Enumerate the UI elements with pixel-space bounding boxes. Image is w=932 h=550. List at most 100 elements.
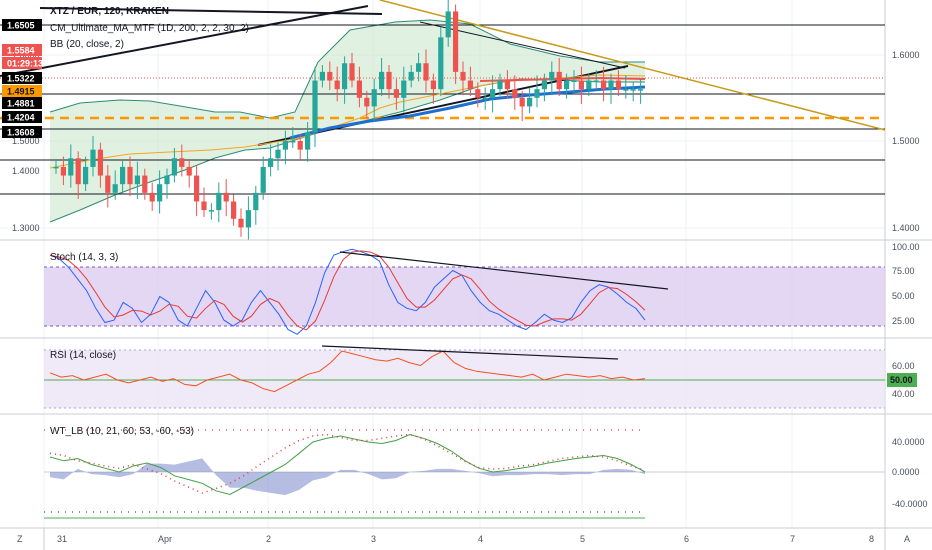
price-axis-left-label: 1.5000: [12, 136, 40, 146]
price-level-tag: 1.5584: [7, 46, 35, 56]
price-axis-left-label: 1.4000: [12, 166, 40, 176]
time-label: 31: [57, 534, 67, 544]
price-level-tag-bg: [2, 111, 42, 123]
rsi-line: [49, 350, 646, 393]
candle-body: [512, 89, 518, 98]
price-level-tag: 1.4204: [7, 113, 35, 123]
stoch-axis-label: 100.00: [892, 242, 920, 252]
time-label: 7: [790, 534, 795, 544]
rsi-current-tag: 50.00: [890, 375, 913, 385]
candle-body: [497, 80, 503, 90]
price-level-tag: 1.4915: [7, 87, 35, 97]
candle-body: [312, 80, 318, 133]
candle-body: [142, 175, 148, 193]
wt2-line: [49, 433, 646, 494]
candle-body: [379, 71, 385, 90]
wt-axis-label: 0.0000: [892, 467, 920, 477]
wt-title: WT_LB (10, 21, 60, 53, -60, -53): [50, 426, 194, 437]
candle-body: [60, 166, 66, 176]
candle-body: [216, 192, 222, 211]
price-level-tag: 1.4881: [7, 99, 35, 109]
candle-body: [416, 63, 422, 72]
price-level-tags: 1.6505 1.5584 01:29:13 1.5322 1.4915 1.4881 1.…: [2, 19, 43, 138]
stoch-band-fill: [44, 267, 885, 326]
candle-body: [393, 89, 399, 98]
stoch-k-line: [49, 248, 646, 335]
rsi-axis-label: 60.00: [892, 361, 915, 371]
candle-body: [327, 71, 333, 81]
candle-body: [305, 132, 311, 150]
candle-body: [75, 158, 81, 185]
price-axis-label: 1.4000: [892, 223, 920, 233]
candle-body: [253, 192, 259, 211]
rsi-current-tag-bg: [887, 373, 917, 387]
candle-body: [578, 80, 584, 90]
symbol-title: XTZ / EUR, 120, KRAKEN: [50, 6, 169, 17]
candle-body: [615, 80, 621, 90]
price-axis-label: 1.5000: [892, 136, 920, 146]
candle-body: [430, 80, 436, 90]
candle-body: [423, 63, 429, 81]
price-level-tag-bg: [2, 19, 42, 31]
time-label: 3: [371, 534, 376, 544]
candle-body: [608, 80, 614, 90]
candle-body: [157, 184, 163, 202]
candle-body: [134, 175, 140, 185]
price-level-tag: 1.3608: [7, 128, 35, 138]
candle-body: [541, 80, 547, 90]
time-label: 5: [580, 534, 585, 544]
price-level-tag: 1.6505: [7, 21, 35, 31]
candle-body: [401, 80, 407, 98]
time-label: 6: [684, 534, 689, 544]
candle-body: [482, 97, 488, 100]
candle-body: [223, 192, 229, 202]
candle-body: [268, 158, 274, 167]
candle-body: [186, 166, 192, 176]
price-level-tag-bg: [2, 85, 42, 97]
price-level-tag-bg: [2, 72, 42, 84]
time-label: 8: [869, 534, 874, 544]
stoch-axis-label: 75.00: [892, 266, 915, 276]
candle-body: [438, 37, 444, 90]
candle-body: [53, 166, 59, 169]
candle-body: [564, 80, 570, 90]
bb-upper-line: [49, 19, 645, 119]
ma-blue-line: [289, 85, 646, 140]
candle-body: [408, 71, 414, 81]
candle-body: [527, 97, 533, 107]
wt-histogram-area: [50, 458, 645, 496]
candle-body: [297, 141, 303, 150]
rsi-axis-label: 40.00: [892, 389, 915, 399]
wt-axis-label: -40.0000: [892, 499, 928, 509]
candle-body: [519, 97, 525, 107]
candle-body: [342, 63, 348, 90]
candle-body: [571, 80, 577, 83]
candle-body: [453, 11, 459, 72]
candle-body: [475, 89, 481, 98]
candle-body: [90, 149, 96, 167]
price-level-tag: 01:29:13: [7, 59, 43, 69]
stoch-d-line: [49, 250, 646, 331]
rsi-band-fill: [44, 350, 885, 408]
price-level-tag-bg: [2, 57, 42, 69]
auto-scale-button[interactable]: A: [904, 534, 910, 544]
candle-body: [83, 166, 89, 185]
candle-body: [356, 80, 362, 98]
candle-body: [208, 210, 214, 212]
candle-body: [290, 141, 296, 143]
candle-body: [364, 97, 370, 107]
candle-body: [231, 201, 237, 219]
price-level-tag: 1.5322: [7, 74, 35, 84]
candle-body: [245, 210, 251, 228]
candle-body: [105, 175, 111, 193]
candle-body: [112, 184, 118, 193]
wt1-line: [49, 433, 646, 496]
timezone-button[interactable]: Z: [17, 534, 23, 544]
stoch-axis-label: 25.00: [892, 316, 915, 326]
price-axis-left-label: 1.3000: [12, 223, 40, 233]
candle-body: [593, 80, 599, 83]
candle-body: [319, 71, 325, 81]
stoch-axis-label: 50.00: [892, 291, 915, 301]
candle-body: [556, 71, 562, 90]
